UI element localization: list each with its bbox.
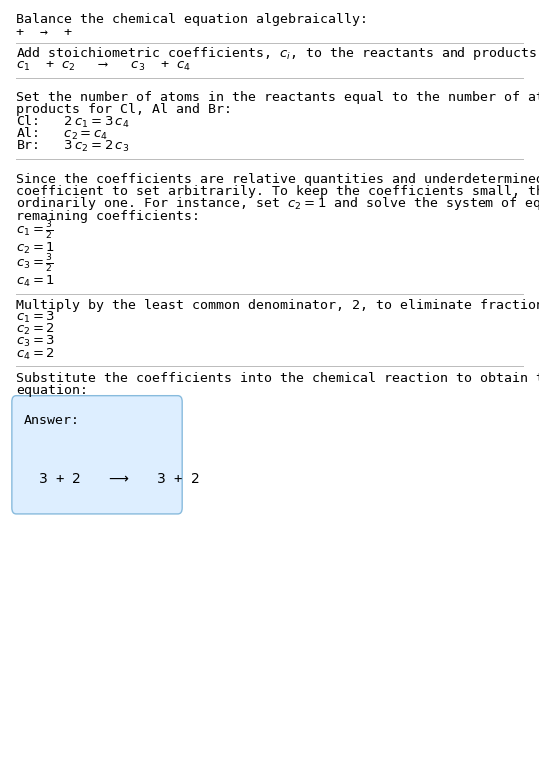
Text: $c_2 = 1$: $c_2 = 1$ <box>16 241 55 256</box>
Text: $c_3 = 3$: $c_3 = 3$ <box>16 334 56 349</box>
Text: Answer:: Answer: <box>24 414 80 428</box>
Text: Since the coefficients are relative quantities and underdetermined, choose a: Since the coefficients are relative quan… <box>16 173 539 186</box>
Text: $c_3 = \frac{3}{2}$: $c_3 = \frac{3}{2}$ <box>16 252 54 275</box>
Text: equation:: equation: <box>16 384 88 397</box>
Text: Al:   $c_2 = c_4$: Al: $c_2 = c_4$ <box>16 126 108 143</box>
Text: $c_4 = 2$: $c_4 = 2$ <box>16 346 55 362</box>
Text: Add stoichiometric coefficients, $c_i$, to the reactants and products:: Add stoichiometric coefficients, $c_i$, … <box>16 45 539 62</box>
Text: coefficient to set arbitrarily. To keep the coefficients small, the arbitrary va: coefficient to set arbitrarily. To keep … <box>16 185 539 199</box>
Text: remaining coefficients:: remaining coefficients: <box>16 209 200 223</box>
Text: ordinarily one. For instance, set $c_2 = 1$ and solve the system of equations fo: ordinarily one. For instance, set $c_2 =… <box>16 196 539 212</box>
Text: $3$ + $2$   $\longrightarrow$   $3$ + $2$: $3$ + $2$ $\longrightarrow$ $3$ + $2$ <box>38 472 199 486</box>
Text: $c_1 = 3$: $c_1 = 3$ <box>16 310 56 325</box>
Text: Balance the chemical equation algebraically:: Balance the chemical equation algebraica… <box>16 13 368 27</box>
Text: $c_4 = 1$: $c_4 = 1$ <box>16 274 55 289</box>
Text: $c_1$  + $c_2$   ⟶   $c_3$  + $c_4$: $c_1$ + $c_2$ ⟶ $c_3$ + $c_4$ <box>16 60 191 74</box>
Text: Br:   $3\,c_2 = 2\,c_3$: Br: $3\,c_2 = 2\,c_3$ <box>16 139 129 154</box>
Text: Multiply by the least common denominator, 2, to eliminate fractional coefficient: Multiply by the least common denominator… <box>16 299 539 312</box>
Text: Set the number of atoms in the reactants equal to the number of atoms in the: Set the number of atoms in the reactants… <box>16 91 539 105</box>
Text: Cl:   $2\,c_1 = 3\,c_4$: Cl: $2\,c_1 = 3\,c_4$ <box>16 114 129 130</box>
FancyBboxPatch shape <box>12 396 182 514</box>
Text: $c_2 = 2$: $c_2 = 2$ <box>16 322 55 337</box>
Text: products for Cl, Al and Br:: products for Cl, Al and Br: <box>16 103 232 117</box>
Text: Substitute the coefficients into the chemical reaction to obtain the balanced: Substitute the coefficients into the che… <box>16 371 539 385</box>
Text: +  →  +: + → + <box>16 26 72 39</box>
Text: $c_1 = \frac{3}{2}$: $c_1 = \frac{3}{2}$ <box>16 220 54 243</box>
